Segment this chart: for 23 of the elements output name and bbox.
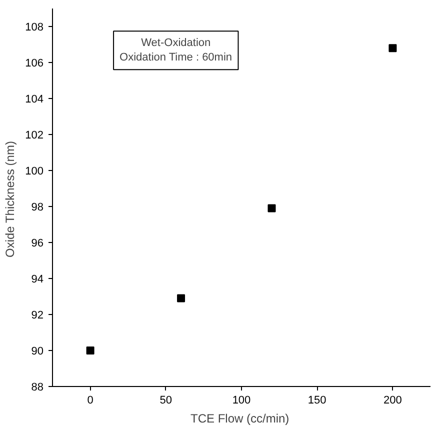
y-tick-label: 102: [25, 130, 44, 142]
y-axis-title: Oxide Thickness (nm): [3, 141, 18, 258]
y-tick-label: 90: [31, 346, 44, 358]
x-tick-label: 150: [308, 394, 326, 406]
y-tick-label: 98: [31, 202, 44, 214]
point: [86, 346, 94, 354]
y-tick-label: 92: [31, 310, 44, 322]
x-axis-title: TCE Flow (cc/min): [190, 412, 290, 426]
point: [268, 204, 276, 212]
x-tick-label: 0: [87, 394, 94, 406]
y-tick-label: 88: [31, 382, 44, 394]
y-tick-label: 96: [31, 238, 44, 250]
y-tick-label: 100: [25, 166, 44, 178]
point: [177, 294, 186, 302]
x-tick-label: 200: [384, 394, 402, 406]
y-tick-label: 94: [31, 274, 44, 286]
y-tick-label: 108: [25, 22, 44, 34]
x-tick-label: 100: [232, 394, 251, 406]
y-tick-label: 106: [25, 58, 44, 70]
point: [388, 44, 397, 52]
annotation: Wet-Oxidation Oxidation Time : 60min: [120, 37, 232, 64]
x-tick-label: 50: [160, 394, 172, 406]
y-tick-label: 104: [25, 94, 44, 106]
